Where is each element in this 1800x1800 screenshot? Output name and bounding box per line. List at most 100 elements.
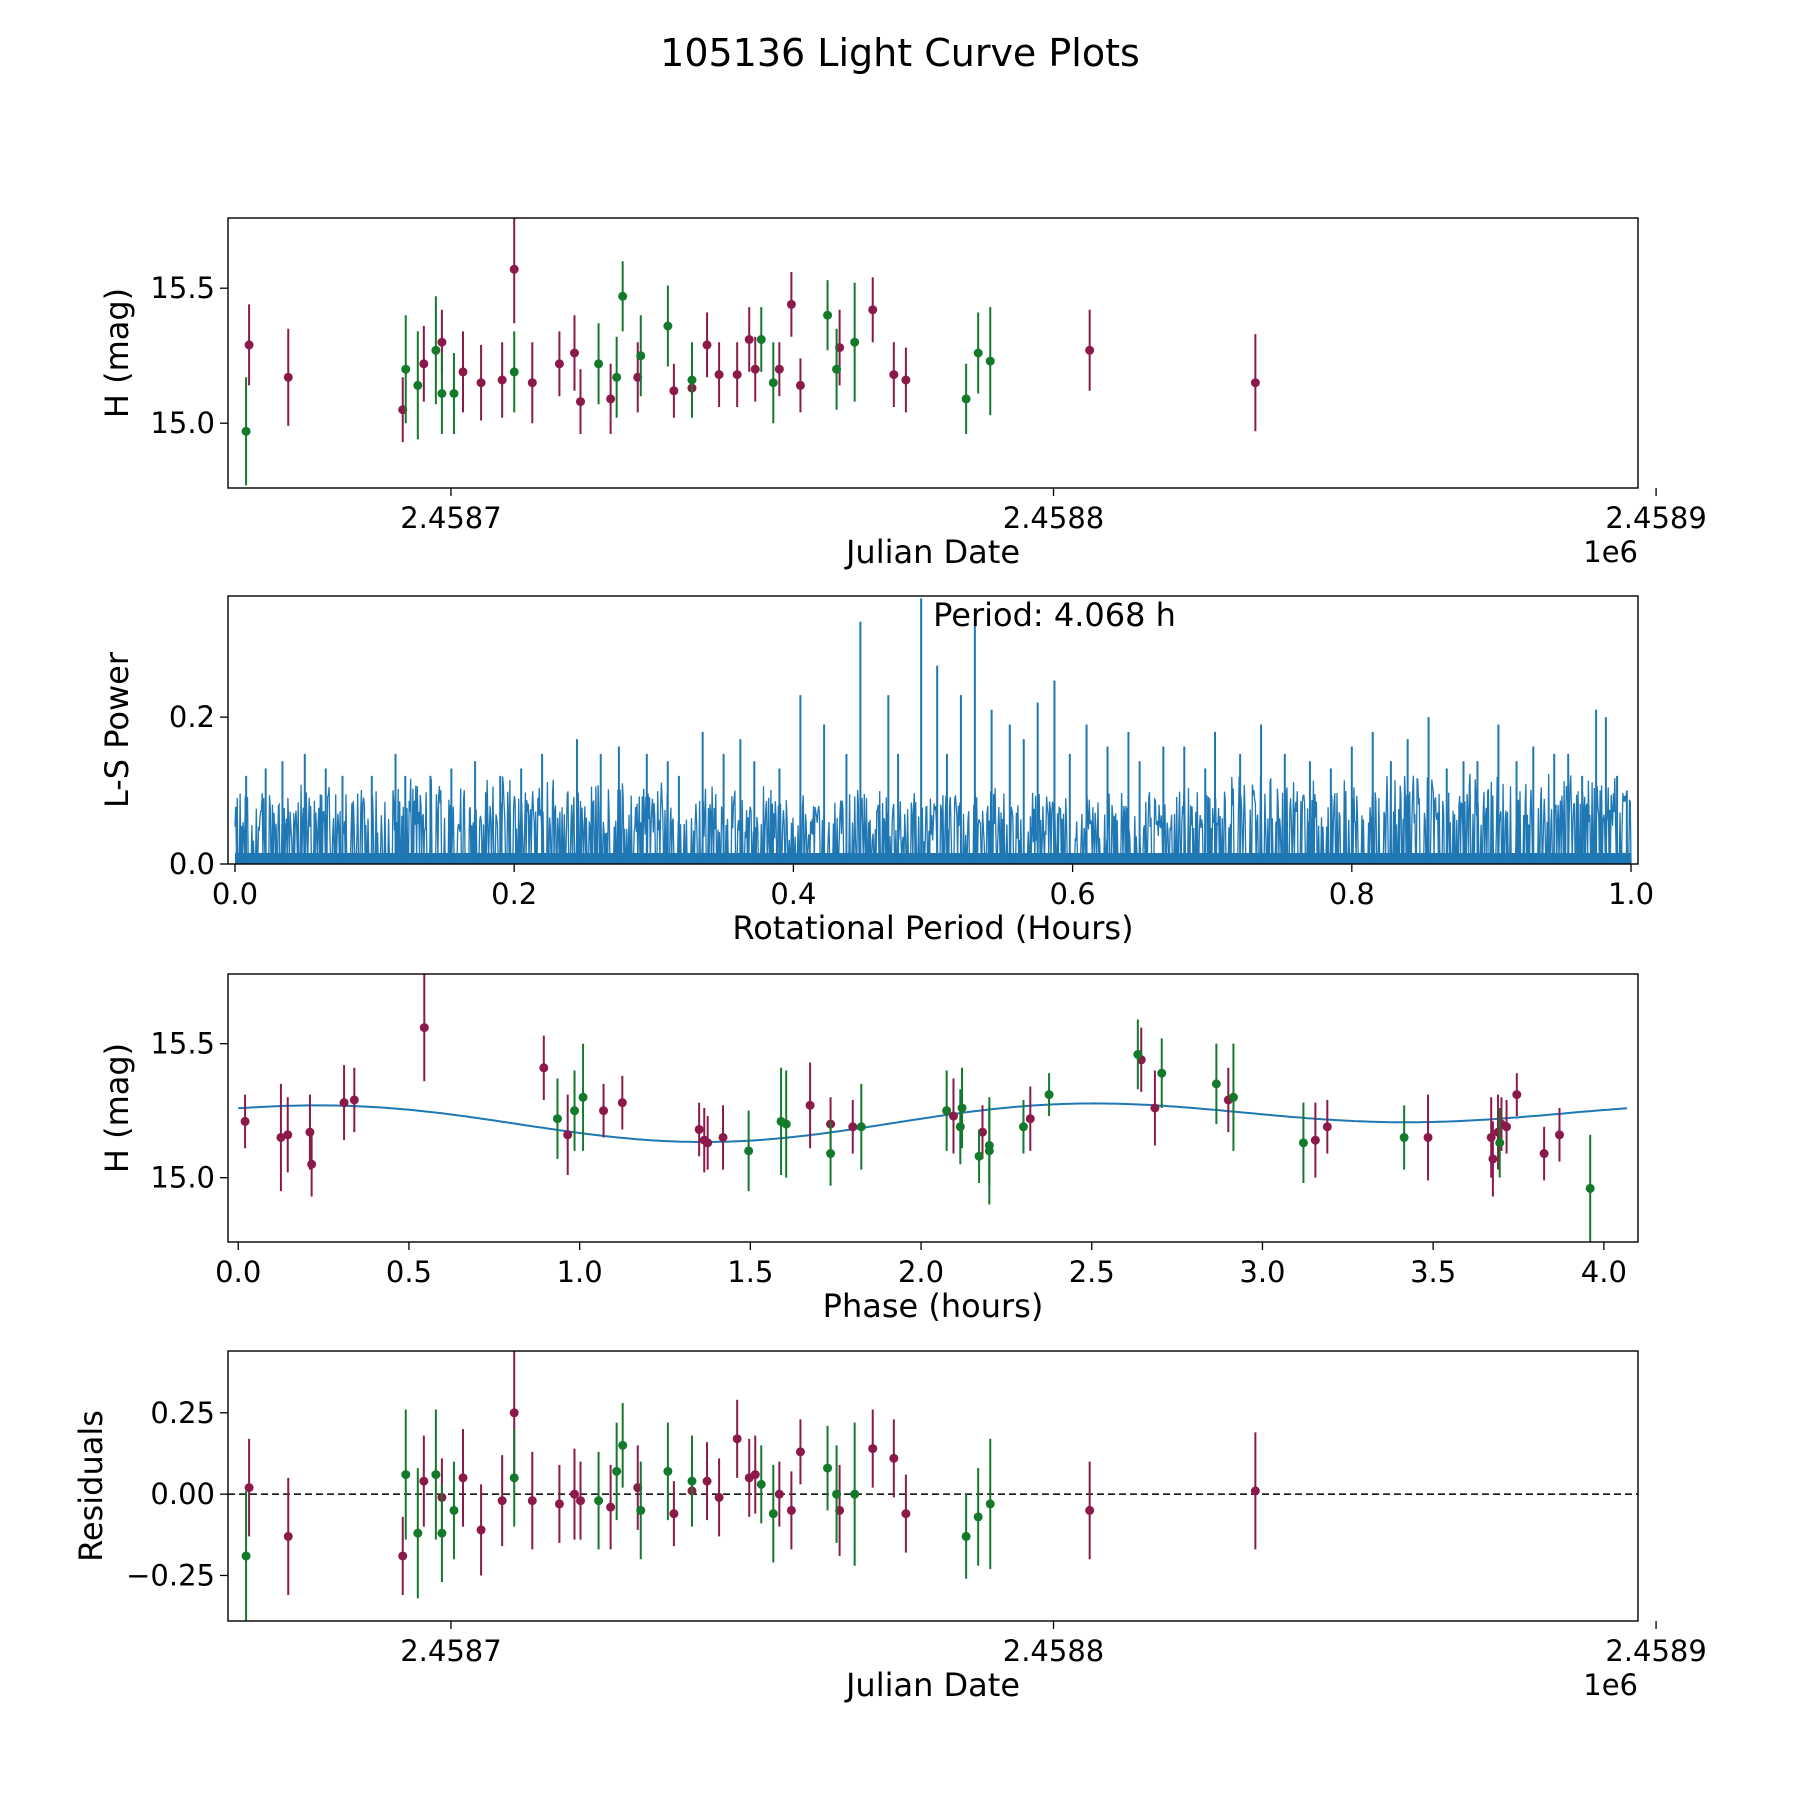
data-point (606, 1502, 616, 1512)
data-point (868, 1444, 878, 1454)
x-offset-label: 1e6 (1583, 535, 1638, 569)
data-point (702, 1476, 712, 1486)
data-point (805, 1100, 815, 1110)
data-point (756, 335, 766, 344)
x-axis-label: Phase (hours) (823, 1287, 1044, 1325)
x-tick-label: 0.5 (386, 1255, 432, 1289)
data-point (1250, 378, 1260, 388)
data-point (527, 1496, 537, 1506)
data-point (612, 1466, 622, 1476)
data-point (244, 340, 254, 350)
data-point (984, 1146, 994, 1156)
data-point (1228, 1092, 1238, 1102)
x-tick-label: 0.4 (770, 877, 816, 911)
panels: 2.45872.45882.45892.45902.45912.459215.0… (72, 217, 1707, 1704)
data-point (339, 1098, 349, 1108)
x-tick-label: 2.0 (898, 1255, 944, 1289)
data-point (832, 364, 842, 374)
data-point (1423, 1132, 1433, 1142)
x-axis-label: Julian Date (844, 1666, 1020, 1704)
data-point (509, 1473, 519, 1483)
x-tick-label: 4.0 (1581, 1255, 1627, 1289)
data-point (718, 1132, 728, 1142)
data-point (961, 394, 971, 404)
data-point (458, 367, 468, 377)
data-point (750, 364, 760, 374)
data-point (413, 1528, 423, 1538)
x-tick-label: 3.0 (1239, 1255, 1285, 1289)
y-axis-label: H (mag) (98, 288, 136, 418)
data-point (687, 375, 697, 385)
data-point (554, 359, 564, 369)
data-point (948, 1111, 958, 1121)
axes-frame (227, 217, 1639, 489)
data-point (401, 364, 411, 374)
data-point (576, 397, 585, 407)
axes-frame (227, 1350, 1639, 1622)
x-tick-label: 2.4589 (1605, 501, 1706, 535)
power-trace (234, 773, 1632, 864)
data-point (756, 1479, 766, 1489)
data-point (856, 1122, 866, 1132)
data-point (1250, 1486, 1260, 1496)
x-tick-label: 2.4588 (1003, 501, 1104, 535)
data-point (687, 1476, 697, 1486)
data-point (618, 291, 628, 301)
data-point (401, 1470, 411, 1480)
data-point (850, 1489, 860, 1499)
panel-raw_lightcurve: 2.45872.45882.45892.45902.45912.459215.0… (98, 217, 1707, 571)
y-tick-label: 15.0 (150, 1161, 215, 1195)
y-tick-label: 0.25 (150, 1396, 215, 1430)
figure-title: 105136 Light Curve Plots (660, 31, 1140, 75)
x-axis-label: Julian Date (844, 533, 1020, 571)
data-point (1157, 1068, 1167, 1078)
data-point (1085, 345, 1095, 355)
data-point (850, 337, 860, 347)
model-curve (238, 1102, 1628, 1143)
data-point (768, 378, 778, 388)
x-tick-label: 1.0 (557, 1255, 603, 1289)
data-point (663, 321, 673, 331)
data-point (449, 1505, 459, 1515)
data-point (437, 1528, 447, 1538)
data-point (848, 1122, 858, 1132)
data-point (744, 1146, 754, 1156)
data-point (606, 394, 616, 404)
period-annotation: Period: 4.068 h (933, 596, 1176, 634)
data-point (889, 370, 899, 380)
x-axis-label: Rotational Period (Hours) (732, 909, 1133, 947)
data-point (458, 1473, 468, 1483)
x-tick-label: 3.5 (1410, 1255, 1456, 1289)
data-point (431, 1470, 441, 1480)
data-layer (238, 974, 1628, 1242)
data-point (636, 1505, 646, 1515)
data-point (1512, 1090, 1522, 1100)
axes-frame (227, 973, 1639, 1243)
data-point (527, 378, 537, 388)
data-point (569, 1489, 579, 1499)
data-point (702, 340, 712, 350)
data-point (942, 1106, 952, 1116)
data-point (768, 1509, 778, 1519)
x-tick-label: 0.6 (1050, 877, 1096, 911)
data-point (509, 1408, 519, 1418)
data-point (1133, 1049, 1143, 1059)
y-axis-label: H (mag) (98, 1043, 136, 1173)
data-point (599, 1106, 609, 1116)
x-tick-label: 1.0 (1608, 877, 1654, 911)
data-point (276, 1132, 286, 1142)
data-point (437, 389, 447, 398)
y-tick-label: −0.25 (126, 1558, 215, 1592)
data-point (636, 351, 646, 361)
data-layer (228, 1351, 1638, 1621)
x-tick-label: 0.0 (212, 877, 258, 911)
data-point (476, 1525, 486, 1535)
data-point (786, 1505, 796, 1515)
x-tick-label: 2.4589 (1605, 1634, 1706, 1668)
data-point (437, 337, 447, 347)
data-point (732, 370, 742, 380)
data-point (957, 1103, 967, 1113)
data-point (973, 348, 983, 358)
data-point (781, 1119, 791, 1129)
